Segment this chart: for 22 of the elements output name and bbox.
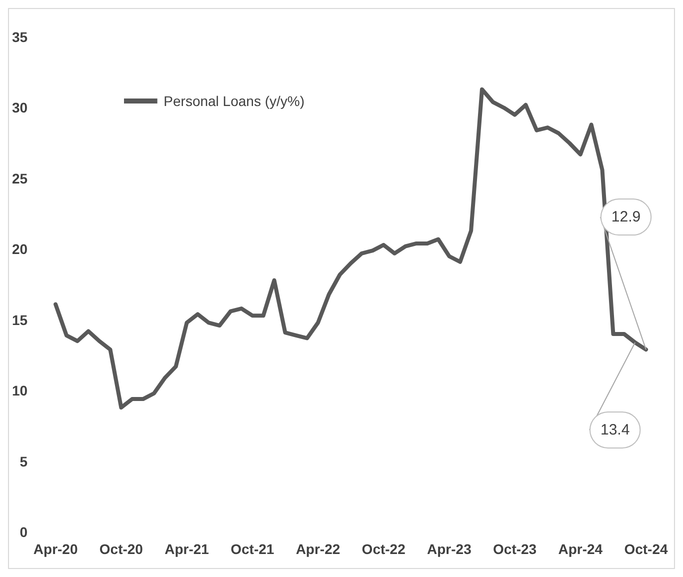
x-tick-label: Oct-22: [362, 541, 406, 557]
x-tick-label: Apr-21: [164, 541, 210, 557]
y-tick-label: 20: [12, 241, 28, 258]
legend-label: Personal Loans (y/y%): [164, 93, 305, 109]
x-tick-label: Oct-23: [493, 541, 537, 557]
x-tick-label: Apr-23: [427, 541, 472, 557]
y-tick-label: 5: [20, 453, 28, 470]
data-label: 12.9: [611, 208, 641, 226]
y-tick-label: 0: [20, 524, 28, 540]
y-tick-label: 15: [12, 312, 28, 328]
y-tick-label: 35: [12, 29, 28, 45]
data-label: 13.4: [600, 421, 630, 438]
x-tick-label: Apr-24: [558, 541, 603, 557]
y-tick-label: 10: [12, 382, 28, 399]
x-tick-label: Oct-24: [624, 541, 668, 557]
y-tick-label: 30: [12, 100, 28, 116]
line-series: [54, 87, 648, 410]
x-tick-label: Apr-20: [33, 541, 78, 557]
x-tick-label: Oct-21: [230, 541, 274, 557]
x-tick-label: Oct-20: [99, 541, 144, 557]
y-tick-label: 25: [12, 170, 28, 186]
x-tick-label: Apr-22: [296, 541, 340, 557]
